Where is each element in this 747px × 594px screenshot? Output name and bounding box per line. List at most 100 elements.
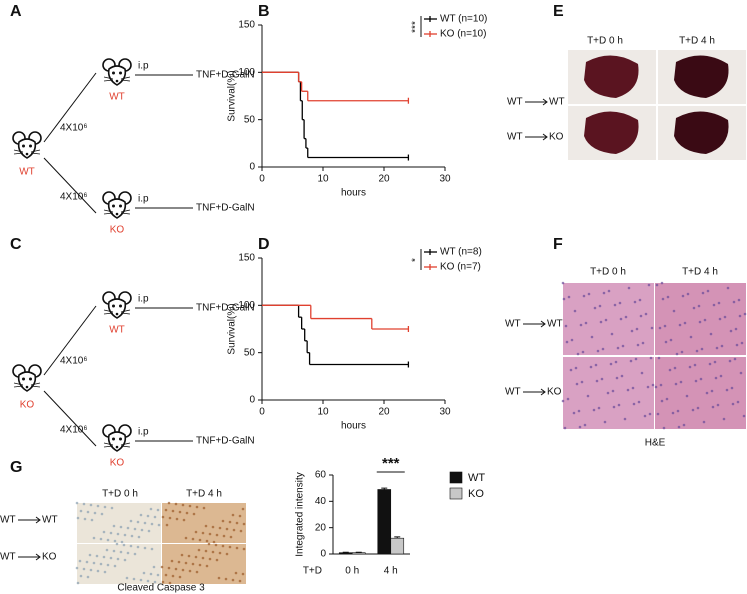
cell-nucleus	[586, 394, 590, 398]
column-header: T+D 4 h	[682, 267, 718, 278]
legend-swatch	[449, 471, 463, 484]
cell-nucleus	[142, 571, 146, 575]
bar	[338, 552, 353, 555]
cell-nucleus	[659, 383, 663, 387]
cell-nucleus	[698, 320, 702, 324]
mouse-icon	[102, 291, 132, 319]
cell-nucleus	[615, 376, 619, 380]
cell-nucleus	[96, 504, 100, 508]
cell-nucleus	[671, 411, 675, 415]
cell-nucleus	[198, 563, 202, 567]
cell-nucleus	[181, 568, 185, 572]
recipient-label: WT	[109, 325, 125, 336]
recipient-label: WT	[109, 92, 125, 103]
cell-nucleus	[194, 530, 198, 534]
cell-nucleus	[153, 580, 157, 584]
x-tick-label: 20	[378, 407, 390, 418]
x-axis-title: hours	[341, 421, 366, 432]
row-from: WT	[505, 387, 521, 398]
cell-nucleus	[647, 283, 651, 287]
cell-nucleus	[191, 537, 195, 541]
cell-nucleus	[205, 564, 209, 568]
y-tick-label: 100	[238, 300, 255, 311]
cell-nucleus	[136, 520, 140, 524]
cell-nucleus	[573, 309, 577, 313]
cell-nucleus	[241, 572, 245, 576]
y-tick-label: 50	[244, 347, 256, 358]
cell-nucleus	[123, 558, 127, 562]
cell-nucleus	[86, 510, 90, 514]
cell-nucleus	[637, 400, 641, 404]
row-arrow	[525, 133, 548, 141]
cell-nucleus	[143, 546, 147, 550]
cell-nucleus	[705, 391, 709, 395]
liver-tissue	[584, 111, 639, 154]
panel-label: D	[258, 236, 270, 253]
cell-nucleus	[78, 559, 82, 563]
cell-nucleus	[612, 405, 616, 409]
cell-nucleus	[621, 344, 625, 348]
row-from: WT	[507, 132, 523, 143]
cell-nucleus	[205, 539, 209, 543]
cell-nucleus	[574, 366, 578, 370]
cell-nucleus	[242, 547, 246, 551]
cell-nucleus	[185, 511, 189, 515]
y-tick-label: 60	[315, 470, 327, 481]
legend-label: WT (n=8)	[440, 247, 482, 258]
legend-swatch	[449, 487, 463, 500]
cell-nucleus	[669, 338, 673, 342]
cell-nucleus	[578, 425, 582, 429]
error-bar	[394, 536, 401, 539]
cell-nucleus	[717, 301, 721, 305]
cell-nucleus	[590, 335, 594, 339]
cell-nucleus	[92, 561, 96, 565]
cell-nucleus	[112, 549, 116, 553]
cell-nucleus	[177, 560, 181, 564]
x-tick-label: 20	[378, 174, 390, 185]
cell-nucleus	[153, 515, 157, 519]
cell-nucleus	[157, 523, 161, 527]
cell-nucleus	[576, 352, 580, 356]
cell-nucleus	[697, 304, 701, 308]
cell-nucleus	[740, 341, 744, 345]
cell-nucleus	[638, 298, 642, 302]
cell-nucleus	[184, 561, 188, 565]
liver-tissue	[674, 111, 729, 154]
column-header: T+D 0 h	[590, 267, 626, 278]
cell-nucleus	[709, 332, 713, 336]
route-label: i.p	[138, 294, 149, 305]
cell-nucleus	[580, 380, 584, 384]
cell-nucleus	[105, 548, 109, 552]
cell-nucleus	[668, 368, 672, 372]
cell-nucleus	[603, 420, 607, 424]
cell-nucleus	[736, 400, 740, 404]
cell-nucleus	[161, 515, 165, 519]
cell-nucleus	[658, 326, 662, 330]
cell-nucleus	[139, 513, 143, 517]
cell-nucleus	[106, 563, 110, 567]
cell-nucleus	[222, 534, 226, 538]
cell-nucleus	[682, 423, 686, 427]
cell-nucleus	[109, 531, 113, 535]
bar	[351, 552, 366, 555]
cell-nucleus	[160, 565, 164, 569]
row-arrow	[18, 553, 41, 561]
dose-label: 4X10⁶	[60, 356, 87, 367]
cell-nucleus	[133, 552, 137, 556]
cell-nucleus	[587, 292, 591, 296]
cell-nucleus	[228, 520, 232, 524]
x-axis-title: hours	[341, 188, 366, 199]
cell-nucleus	[731, 402, 735, 406]
cell-nucleus	[631, 386, 635, 390]
micrograph	[655, 283, 746, 355]
cell-nucleus	[720, 344, 724, 348]
cell-nucleus	[215, 533, 219, 537]
cell-nucleus	[229, 535, 233, 539]
cell-nucleus	[89, 503, 93, 507]
cell-nucleus	[231, 578, 235, 582]
cell-nucleus	[175, 517, 179, 521]
cell-nucleus	[143, 521, 147, 525]
cell-nucleus	[192, 512, 196, 516]
cell-nucleus	[82, 567, 86, 571]
